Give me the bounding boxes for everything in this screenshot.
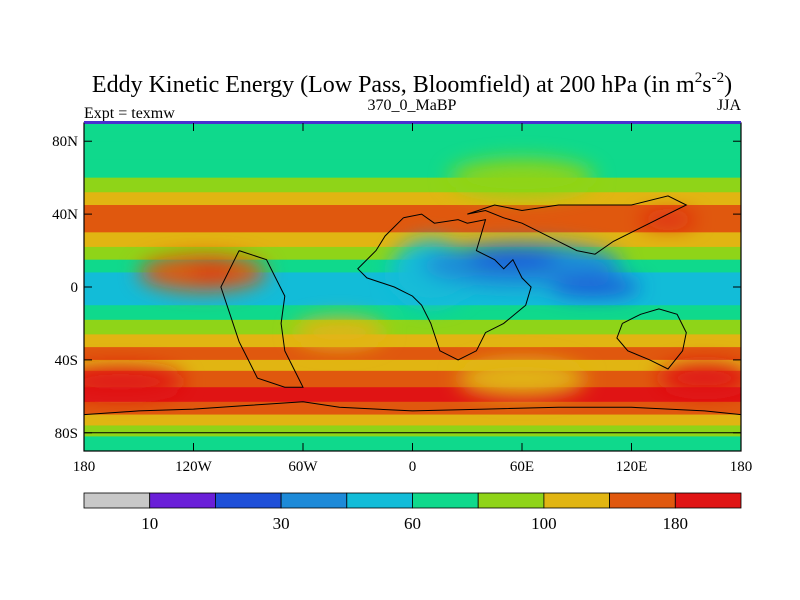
left-string: Expt = texmw [84, 105, 175, 122]
coastline [467, 195, 688, 255]
field-band [84, 232, 741, 248]
colorbar-label: 60 [404, 514, 421, 533]
colorbar: 10 30 60 100 180 [83, 492, 742, 533]
field-band [84, 159, 741, 179]
field-blob-atl-yellow [293, 317, 386, 348]
colorbar-swatch [609, 492, 676, 509]
field-band [84, 123, 741, 142]
field-band [84, 141, 741, 161]
colorbar-label: 100 [531, 514, 557, 533]
field-band [84, 347, 741, 361]
coastline [357, 213, 532, 361]
y-tick-label: 80N [52, 134, 78, 150]
x-tick-label: 0 [409, 459, 417, 475]
center-string: 370_0_MaBP [368, 97, 457, 114]
x-tick-label: 180 [73, 459, 96, 475]
right-string: JJA [717, 97, 741, 114]
y-tick-label: 40N [52, 207, 78, 223]
field-band [84, 387, 741, 403]
colorbar-swatch [543, 492, 611, 509]
coastlines [84, 195, 741, 434]
field-band [84, 425, 741, 438]
field-band [84, 319, 741, 335]
colorbar-swatch [214, 492, 282, 509]
colorbar-swatch [149, 492, 216, 509]
field-blob-sh-red-west [84, 367, 185, 397]
colorbar-swatch [346, 492, 413, 509]
field-band [84, 177, 741, 193]
y-axis-ticks: 80N 40N 0 40S 80S [52, 134, 741, 442]
x-tick-label: 180 [730, 459, 753, 475]
colorbar-swatch [412, 492, 479, 509]
x-axis-ticks: 180 120W 60W 0 60E 120E 180 [73, 123, 753, 475]
colorbar-swatch [674, 492, 742, 509]
y-tick-label: 40S [55, 353, 78, 369]
field-blob-asia-core [549, 277, 641, 297]
x-tick-label: 60W [288, 459, 318, 475]
colorbar-label: 180 [663, 514, 689, 533]
map-top-strip [84, 121, 741, 124]
field-blob-sh-yellow [458, 359, 586, 397]
colorbar-label: 10 [141, 514, 158, 533]
y-tick-label: 0 [71, 280, 79, 296]
field-band [84, 217, 741, 233]
y-tick-label: 80S [55, 426, 78, 442]
x-tick-label: 60E [510, 459, 534, 475]
field-blob-nh-red [640, 214, 696, 226]
field-band [84, 305, 741, 321]
field-band [84, 205, 741, 219]
colorbar-swatch [477, 492, 545, 509]
map-plot [84, 123, 741, 451]
coastline [616, 308, 687, 370]
field-band [84, 334, 741, 348]
chart-title: Eddy Kinetic Energy (Low Pass, Bloomfiel… [92, 70, 732, 98]
colorbar-label: 30 [273, 514, 290, 533]
colorbar-swatch [83, 492, 151, 509]
field-band [84, 359, 741, 372]
field-blob-sh-red [658, 363, 741, 393]
field-blob-pacific-red [189, 266, 234, 278]
field-band [84, 401, 741, 416]
x-tick-label: 120W [175, 459, 213, 475]
field-band [84, 192, 741, 206]
x-tick-label: 120E [616, 459, 648, 475]
field-band [84, 414, 741, 427]
coastline [84, 401, 741, 434]
field-blob-nh-green [449, 159, 595, 196]
colorbar-swatch [280, 492, 348, 509]
coastline [220, 250, 304, 388]
